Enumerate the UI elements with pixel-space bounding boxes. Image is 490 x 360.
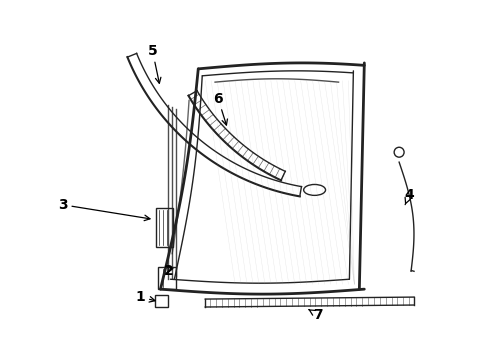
Text: 4: 4	[404, 188, 414, 205]
Text: 1: 1	[136, 290, 155, 304]
Text: 3: 3	[58, 198, 150, 221]
Text: 6: 6	[213, 92, 227, 125]
Text: 2: 2	[164, 264, 173, 278]
Text: 7: 7	[309, 308, 322, 322]
Bar	[154, 295, 169, 307]
Text: 5: 5	[147, 44, 161, 83]
Bar	[155, 208, 173, 247]
Bar	[158, 267, 176, 289]
